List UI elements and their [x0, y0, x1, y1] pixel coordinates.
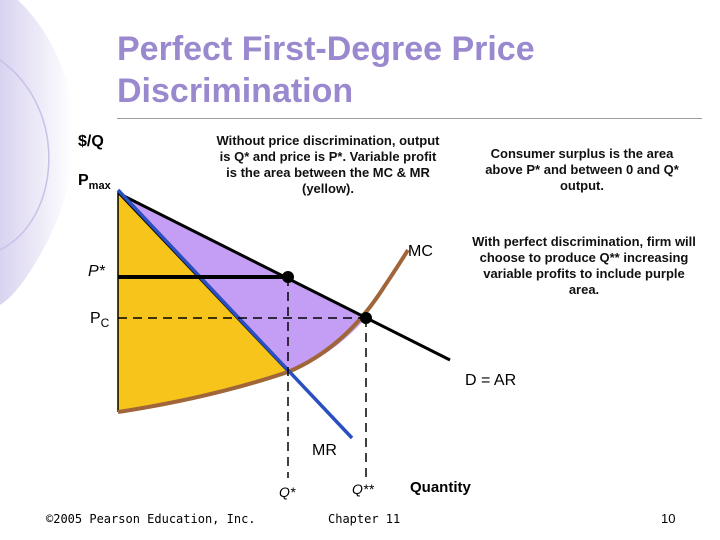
left-swoosh-line [0, 59, 50, 251]
title-divider [117, 118, 702, 119]
mr-curve-label: MR [312, 442, 337, 459]
monopoly-equilibrium-point [282, 271, 294, 283]
x-axis-label: Quantity [410, 479, 471, 496]
mc-curve [117, 248, 410, 414]
variable-profit-area [118, 193, 288, 412]
slide-title-line-1: Perfect First-Degree Price [117, 30, 535, 68]
q-double-star-label: Q** [352, 481, 374, 497]
pmax-label-subscript: max [88, 180, 111, 192]
y-axis-label: $/Q [78, 133, 104, 150]
footer-chapter: Chapter 11 [328, 512, 401, 526]
note-perfect-discrimination: With perfect discrimination, firm will c… [470, 234, 698, 298]
footer-copyright: ©2005 Pearson Education, Inc. [46, 512, 256, 526]
pc-label: PC [90, 310, 109, 330]
pmax-label: Pmax [78, 172, 111, 192]
slide-title-line-2: Discrimination [117, 72, 354, 110]
additional-profit-area [118, 193, 366, 372]
p-star-label: P* [88, 263, 105, 280]
note-without-discrimination: Without price discrimination, output is … [213, 133, 443, 197]
mr-curve [116, 188, 354, 440]
pc-label-base: P [90, 310, 101, 327]
demand-curve-label: D = AR [465, 372, 517, 389]
mc-curve-label: MC [408, 243, 433, 260]
footer-page-number: 10 [661, 511, 676, 526]
pc-label-subscript: C [100, 316, 110, 330]
note-consumer-surplus: Consumer surplus is the area above P* an… [474, 146, 690, 194]
competitive-equilibrium-point [360, 312, 372, 324]
pmax-label-base: P [78, 172, 89, 189]
q-star-label: Q* [279, 484, 296, 500]
slide-title: Perfect First-Degree Price Discriminatio… [117, 28, 535, 112]
